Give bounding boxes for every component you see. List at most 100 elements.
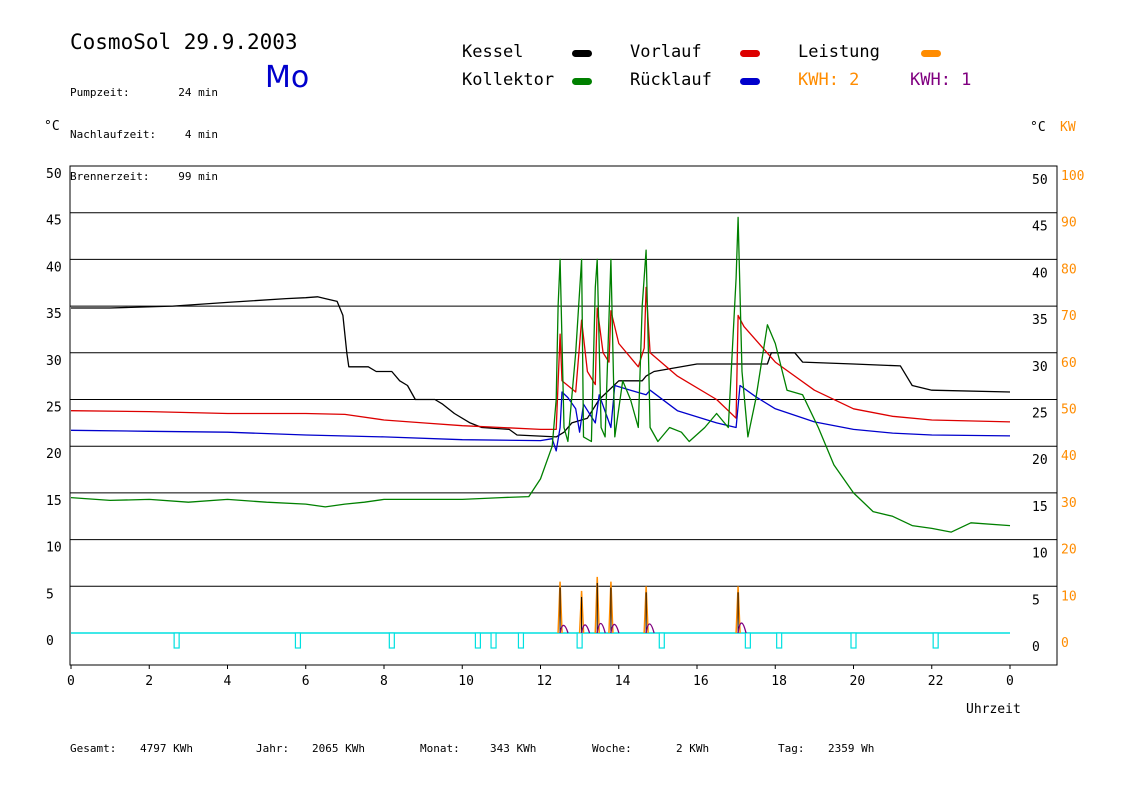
y-tick-label-right: 50: [1032, 173, 1048, 188]
y-tick-label-right: 5: [1032, 593, 1040, 608]
pump-marker: [388, 632, 395, 649]
y-tick-label-right: 0: [1032, 640, 1040, 655]
pump-marker: [173, 632, 180, 649]
footer-monat-label: Monat:: [420, 742, 460, 755]
y2-tick-label: 20: [1061, 543, 1077, 558]
pump-marker: [517, 632, 525, 649]
kwh1-bump: [580, 624, 591, 634]
legend-leistung-swatch: [921, 50, 941, 57]
footer-woche-value: 2 KWh: [676, 742, 710, 755]
series-line-vorlauf: [70, 286, 1011, 431]
y-tick-label-right: 20: [1032, 453, 1048, 468]
y-tick-label-left: 5: [46, 587, 54, 602]
legend-kessel-swatch: [572, 50, 592, 57]
y2-tick-label: 60: [1061, 356, 1077, 371]
right-axis-unit-kw: KW: [1060, 120, 1076, 135]
info-block: Pumpzeit: 24 min Nachlaufzeit: 4 min Brenn…: [70, 58, 218, 198]
kwh1-bump: [610, 623, 620, 634]
legend-ruecklauf-swatch: [740, 78, 760, 85]
y2-tick-label: 30: [1061, 496, 1077, 511]
y-tick-label-left: 20: [46, 447, 62, 462]
y-tick-label-right: 45: [1032, 220, 1048, 235]
legend-kollektor-swatch: [572, 78, 592, 85]
x-tick-label: 4: [224, 674, 232, 689]
footer-tag-label: Tag:: [778, 742, 805, 755]
y-tick-label-left: 0: [46, 634, 54, 649]
y-tick-label-left: 15: [46, 494, 62, 509]
series-line-kollektor: [70, 216, 1011, 533]
y-tick-label-left: 25: [46, 401, 62, 416]
y-tick-label-left: 30: [46, 354, 62, 369]
y2-tick-label: 0: [1061, 636, 1069, 651]
info-pumpzeit: Pumpzeit: 24 min: [70, 86, 218, 99]
leistung-peak: [735, 586, 741, 634]
leistung-peak: [608, 581, 614, 634]
y-tick-label-left: 50: [46, 167, 62, 182]
x-axis-label: Uhrzeit: [966, 702, 1021, 717]
info-brennerzeit: Brennerzeit: 99 min: [70, 170, 218, 183]
leistung-peak: [594, 576, 600, 634]
x-tick-label: 8: [380, 674, 388, 689]
y-tick-label-left: 45: [46, 214, 62, 229]
x-tick-label: 16: [693, 674, 709, 689]
pump-marker: [294, 632, 302, 649]
legend-ruecklauf-label: Rücklauf: [630, 70, 712, 90]
pump-marker: [658, 632, 665, 649]
legend-kessel-label: Kessel: [462, 42, 524, 62]
x-tick-label: 20: [850, 674, 866, 689]
y-tick-label-right: 25: [1032, 407, 1048, 422]
x-tick-label: 22: [928, 674, 944, 689]
pump-marker: [776, 632, 783, 649]
y-tick-label-left: 10: [46, 541, 62, 556]
footer-tag-value: 2359 Wh: [828, 742, 875, 755]
x-tick-label: 2: [145, 674, 153, 689]
kwh1-bump: [596, 622, 606, 634]
footer-jahr-value: 2065 KWh: [312, 742, 365, 755]
leistung-peak: [578, 590, 585, 634]
y-tick-label-right: 10: [1032, 547, 1048, 562]
pump-marker: [932, 632, 939, 649]
y2-tick-label: 10: [1061, 589, 1077, 604]
footer-jahr-label: Jahr:: [256, 742, 290, 755]
pump-marker: [474, 632, 481, 649]
legend-vorlauf-label: Vorlauf: [630, 42, 702, 62]
x-tick-label: 18: [771, 674, 787, 689]
info-nachlaufzeit: Nachlaufzeit: 4 min: [70, 128, 218, 141]
y2-tick-label: 50: [1061, 403, 1077, 418]
legend-kwh-1: KWH: 1: [910, 70, 972, 90]
footer-monat-value: 343 KWh: [490, 742, 537, 755]
series-line-kessel: [71, 296, 1011, 438]
footer-gesamt-label: Gesamt:: [70, 742, 117, 755]
footer-woche-label: Woche:: [592, 742, 632, 755]
y2-tick-label: 70: [1061, 309, 1077, 324]
legend-kollektor-label: Kollektor: [462, 70, 555, 90]
right-axis-unit: °C: [1030, 120, 1046, 135]
y-tick-label-right: 35: [1032, 313, 1048, 328]
pump-marker: [850, 632, 857, 649]
x-tick-label: 0: [1006, 674, 1014, 689]
y2-tick-label: 90: [1061, 216, 1077, 231]
y-tick-label-right: 40: [1032, 266, 1048, 281]
pump-marker: [576, 632, 583, 649]
y2-tick-label: 80: [1061, 262, 1077, 277]
x-tick-label: 12: [537, 674, 553, 689]
y2-tick-label: 40: [1061, 449, 1077, 464]
legend-vorlauf-swatch: [740, 50, 760, 57]
leistung-peak: [643, 586, 649, 634]
legend-leistung-label: Leistung: [798, 42, 880, 62]
kwh1-bump: [645, 623, 655, 634]
legend-kwh-2: KWH: 2: [798, 70, 860, 90]
y-tick-label-right: 15: [1032, 500, 1048, 515]
x-tick-label: 14: [615, 674, 631, 689]
pump-marker: [744, 632, 751, 649]
chart-title: CosmoSol 29.9.2003: [70, 30, 298, 54]
y-tick-label-left: 35: [46, 307, 62, 322]
kwh1-bump: [559, 624, 569, 634]
weekday-label: Mo: [265, 60, 310, 95]
series-line-ruecklauf: [70, 384, 1011, 452]
x-tick-label: 6: [302, 674, 310, 689]
left-axis-unit: °C: [44, 119, 60, 134]
leistung-peak: [557, 581, 563, 634]
y-tick-label-right: 30: [1032, 360, 1048, 375]
